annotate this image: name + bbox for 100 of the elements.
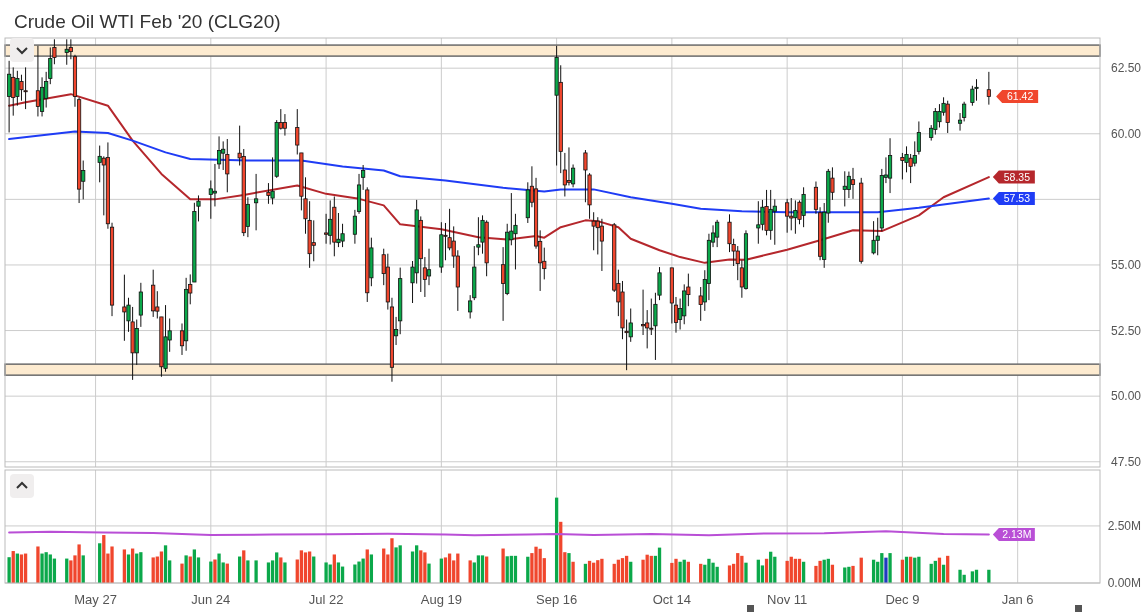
bar [180,563,184,583]
x-tick-label: Jul 22 [308,591,344,607]
bar [246,560,250,583]
y-tick-label: 55.00 [1110,258,1142,273]
bar [390,538,394,583]
y-tick-label: 50.00 [1110,389,1142,404]
annotation: 61.42 [1007,90,1034,103]
candlestick [756,200,761,245]
candlestick [282,113,287,137]
candlestick [801,186,806,228]
candlestick [850,167,856,200]
bar [674,558,678,583]
x-tick-label: Aug 19 [420,591,462,607]
bar [847,566,851,583]
y-tick-label: 0.00M [1107,576,1141,591]
bar [394,547,398,583]
bar [163,545,168,583]
bar [353,564,357,583]
candlestick [599,218,604,272]
bar [324,562,328,583]
bar [884,557,888,583]
candlestick [785,198,790,234]
bar [958,569,962,583]
candlestick [591,211,596,251]
candlestick [768,189,773,241]
bar [398,545,402,583]
bar [415,545,419,583]
x-tick-label: Jan 6 [1001,591,1034,607]
candlestick [974,78,979,102]
bar [641,559,645,583]
bar [851,565,855,583]
candlestick [583,149,588,203]
bar [217,553,221,583]
candlestick [426,248,432,286]
candlestick [715,219,720,248]
candlestick [789,197,794,231]
bar [917,556,921,583]
bar [423,552,427,583]
candlestick [328,199,333,245]
line-series [8,93,990,264]
candlestick [64,38,69,66]
bar [814,565,818,583]
bar [254,560,258,583]
candlestick [764,189,769,236]
candlestick [221,140,226,171]
candlestick [916,120,921,155]
bar [888,553,892,583]
candlestick [225,138,230,193]
candlestick [793,199,798,235]
x-tick-label: Oct 14 [652,591,692,607]
bar [678,561,682,583]
candlestick [122,274,127,342]
bar [110,546,114,583]
bar [711,562,715,583]
candlestick [888,137,893,194]
chart-title: Crude Oil WTI Feb '20 (CLG20) [14,11,281,32]
candlestick [311,219,316,262]
bar [670,562,674,583]
x-tick-label: Sep 16 [536,591,578,607]
bar [184,555,188,583]
candlestick [138,282,143,328]
bar [785,560,789,583]
y-tick-label: 47.50 [1110,454,1142,469]
bar [77,544,81,583]
candlestick [842,170,847,207]
y-tick-label: 62.50 [1110,61,1142,76]
bar [361,558,365,583]
y-tick-label: 2.50M [1107,519,1141,534]
x-tick-label: May 27 [74,591,117,607]
bar [600,558,604,583]
candlestick [900,152,905,180]
bar [283,562,287,583]
bar [357,561,361,583]
candlestick [871,220,876,255]
bar [427,563,431,583]
candlestick [875,217,880,256]
candlestick [945,100,950,134]
candlestick [23,66,28,110]
bar [40,553,44,583]
data-label: 57.53 [1003,192,1031,205]
candlestick [7,60,12,133]
candlestick [641,289,646,336]
bar [567,553,571,583]
bar [818,560,822,583]
y-tick-label: 60.00 [1110,126,1142,141]
data-label: 2.13M [1002,528,1032,541]
candlestick [15,70,20,107]
y-tick-label: 52.50 [1110,323,1142,338]
candlestick [566,146,572,186]
candlestick [324,213,329,245]
bar [987,569,991,583]
bar [740,555,744,583]
bar [36,546,40,583]
bar [213,559,217,583]
x-tick-label: Jun 24 [191,591,231,607]
candlestick [986,71,991,106]
bar [7,557,11,583]
x-tick-label: Dec 9 [885,591,920,607]
x-tick-label: Nov 11 [767,591,808,607]
candlestick [254,173,259,231]
